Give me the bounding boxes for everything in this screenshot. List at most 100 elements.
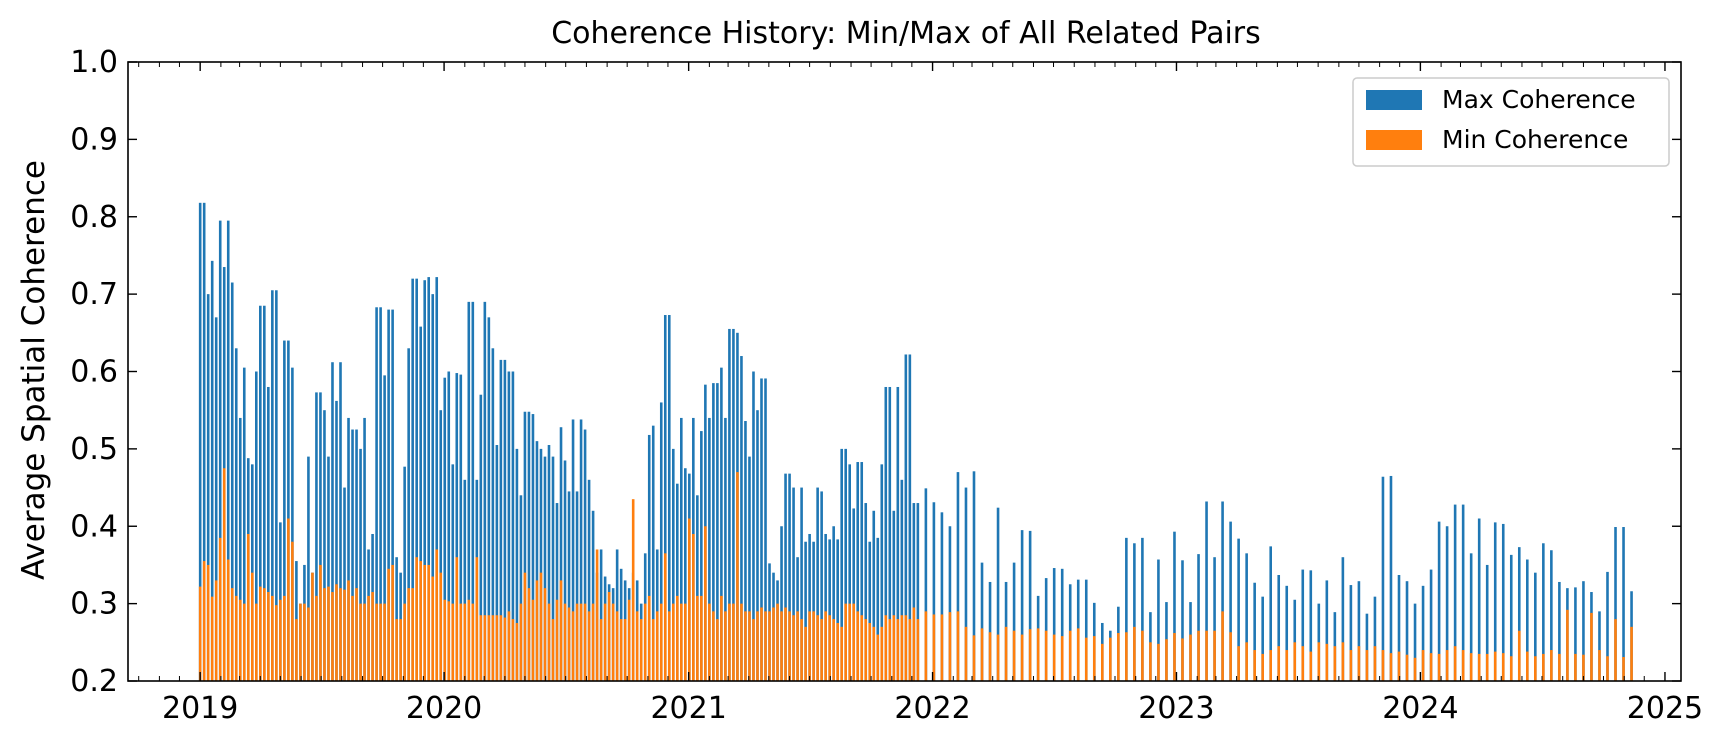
y-tick-label: 0.9 — [70, 122, 118, 157]
min-coherence-bar — [868, 622, 872, 681]
max-coherence-bar — [427, 277, 431, 681]
min-coherence-bar — [1117, 633, 1120, 681]
min-coherence-bar — [1445, 650, 1449, 681]
max-coherence-bar — [1421, 585, 1425, 681]
max-coherence-bar — [202, 202, 206, 681]
max-coherence-bar — [852, 508, 856, 681]
min-coherence-bar — [255, 603, 258, 682]
min-coherence-bar — [327, 586, 330, 681]
x-tick-label: 2020 — [406, 691, 482, 726]
min-coherence-bar — [680, 603, 683, 682]
min-coherence-bar — [1101, 643, 1104, 681]
max-coherence-bar — [732, 328, 735, 681]
max-coherence-bar — [1261, 596, 1264, 681]
min-coherence-bar — [427, 564, 431, 681]
min-coherence-bar — [720, 595, 723, 681]
min-coherence-bar — [527, 588, 531, 681]
min-coherence-bar — [639, 619, 643, 681]
min-coherence-bar — [688, 518, 691, 681]
max-coherence-bar — [912, 503, 916, 681]
min-coherence-bar — [988, 632, 992, 681]
min-coherence-bar — [475, 557, 479, 681]
min-coherence-bar — [1421, 650, 1425, 681]
min-coherence-bar — [615, 611, 619, 681]
min-coherence-bar — [1485, 653, 1489, 681]
min-coherence-bar — [796, 611, 799, 681]
max-coherence-bar — [259, 305, 262, 681]
max-coherence-bar — [748, 456, 751, 681]
min-coherence-bar — [503, 617, 507, 681]
max-coherence-bar — [980, 562, 984, 681]
min-coherence-bar — [595, 549, 599, 681]
min-coherence-bar — [724, 611, 727, 681]
min-coherence-bar — [619, 619, 623, 681]
min-coherence-bar — [1293, 642, 1297, 681]
max-coherence-bar — [1309, 570, 1313, 681]
min-coherence-bar — [1469, 653, 1473, 681]
min-coherence-bar — [631, 499, 635, 681]
max-coherence-bar — [291, 367, 294, 681]
max-coherence-bar — [230, 282, 234, 681]
max-coherence-bar — [864, 503, 868, 681]
max-coherence-bar — [1397, 575, 1401, 681]
max-coherence-bar — [1550, 550, 1553, 681]
min-coherence-bar — [1526, 651, 1529, 681]
max-coherence-bar — [896, 386, 900, 681]
min-coherence-bar — [740, 603, 743, 682]
min-coherence-bar — [299, 603, 302, 682]
max-coherence-bar — [1197, 554, 1200, 681]
max-coherence-bar — [1133, 543, 1136, 681]
min-coherence-bar — [684, 603, 687, 682]
min-coherence-bar — [218, 537, 222, 681]
min-coherence-bar — [411, 588, 414, 681]
max-coherence-bar — [1357, 581, 1361, 681]
min-coherence-bar — [495, 615, 499, 681]
min-coherence-bar — [732, 603, 735, 682]
min-coherence-bar — [355, 588, 358, 681]
max-coherence-bar — [1622, 527, 1625, 681]
max-coherence-bar — [411, 278, 414, 681]
max-coherence-bar — [519, 495, 523, 681]
min-coherence-bar — [451, 603, 455, 682]
max-coherence-bar — [988, 581, 992, 681]
y-tick-label: 1.0 — [70, 45, 118, 80]
max-coherence-bar — [343, 487, 346, 681]
min-coherence-bar — [1052, 634, 1056, 681]
max-coherence-bar — [379, 307, 382, 681]
max-coherence-bar — [1614, 527, 1617, 681]
max-coherence-bar — [680, 417, 683, 681]
max-coherence-bar — [263, 305, 266, 681]
min-coherence-bar — [375, 603, 378, 682]
min-coherence-bar — [1598, 650, 1601, 681]
max-coherence-bar — [234, 348, 238, 681]
min-coherence-bar — [948, 612, 952, 681]
max-coherence-bar — [383, 375, 386, 681]
max-coherence-bar — [964, 487, 968, 681]
max-coherence-bar — [315, 392, 318, 681]
max-coherence-bar — [471, 301, 475, 681]
max-coherence-bar — [832, 526, 835, 681]
min-coherence-bar — [471, 603, 475, 682]
max-coherence-bar — [531, 414, 535, 681]
max-coherence-bar — [888, 386, 892, 681]
max-coherence-bar — [1381, 476, 1385, 681]
max-coherence-bar — [226, 220, 230, 681]
max-coherence-bar — [996, 507, 1000, 681]
max-coherence-bar — [740, 356, 743, 681]
legend-label-max-coherence: Max Coherence — [1442, 85, 1636, 114]
max-coherence-bar — [1084, 579, 1088, 681]
min-coherence-bar — [1181, 638, 1184, 681]
max-coherence-bar — [916, 503, 920, 681]
min-coherence-bar — [916, 619, 920, 681]
min-coherence-bar — [1076, 628, 1080, 681]
min-coherence-bar — [1149, 642, 1152, 681]
max-coherence-bar — [287, 340, 290, 681]
min-coherence-bar — [391, 564, 394, 681]
max-coherence-bar — [435, 277, 439, 681]
min-coherence-bar — [351, 595, 354, 681]
max-coherence-bar — [876, 537, 880, 681]
min-coherence-bar — [487, 615, 491, 681]
min-coherence-bar — [431, 576, 435, 681]
x-tick-label: 2023 — [1138, 691, 1214, 726]
max-coherence-bar — [956, 472, 960, 681]
